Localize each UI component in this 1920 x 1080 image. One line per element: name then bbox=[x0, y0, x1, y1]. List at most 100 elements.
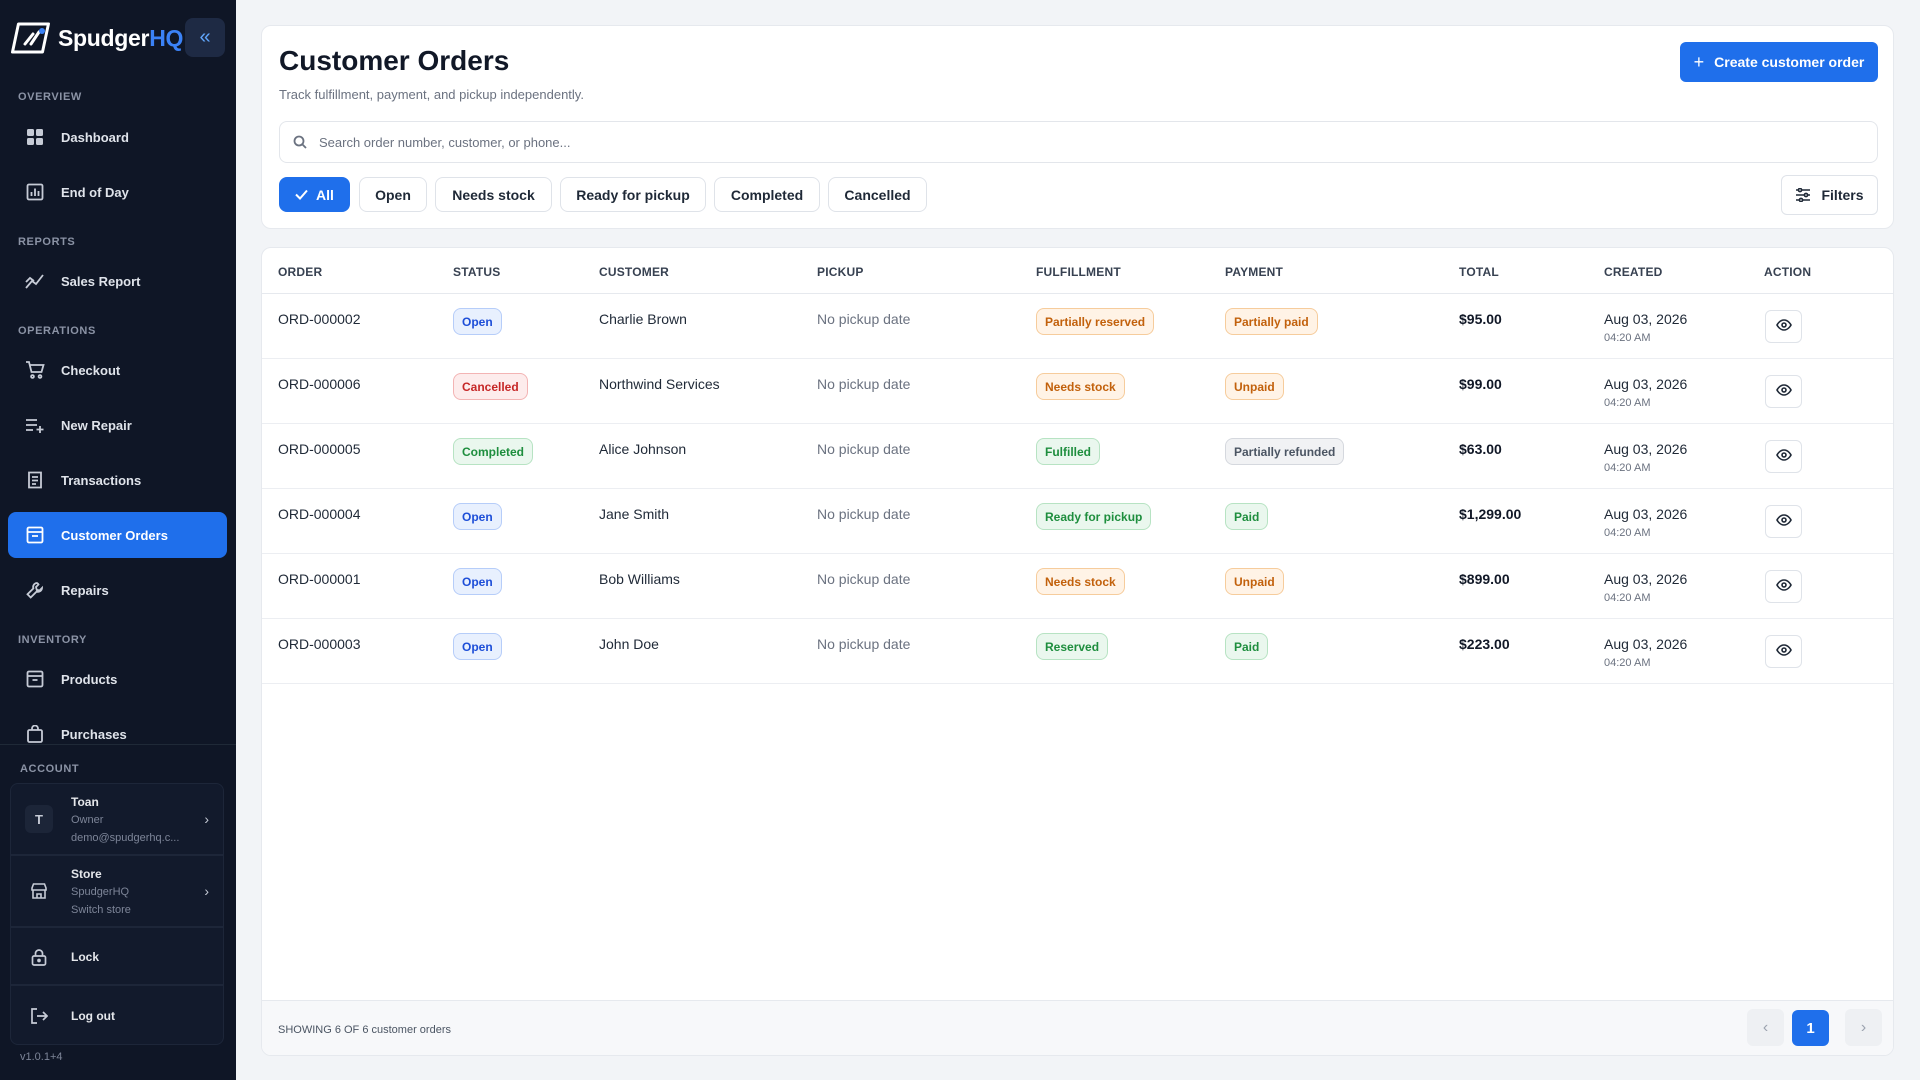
column-header-created: CREATED bbox=[1604, 265, 1663, 279]
user-role: Owner bbox=[71, 814, 104, 826]
fulfillment-badge: Fulfilled bbox=[1036, 438, 1100, 465]
eye-icon bbox=[1775, 643, 1792, 661]
pickup-date: No pickup date bbox=[817, 376, 911, 392]
customer-name: Northwind Services bbox=[599, 376, 720, 392]
chevron-right-icon: › bbox=[1860, 1018, 1867, 1036]
created-time: 04:20 AM bbox=[1604, 332, 1651, 344]
table-row[interactable]: ORD-000006 Cancelled Northwind Services … bbox=[262, 359, 1893, 424]
view-order-button[interactable] bbox=[1765, 310, 1802, 343]
list-plus-icon bbox=[24, 414, 46, 436]
order-number: ORD-000001 bbox=[278, 571, 361, 587]
filters-button[interactable]: Filters bbox=[1781, 175, 1878, 215]
sidebar-item-label: Dashboard bbox=[61, 129, 129, 145]
pickup-date: No pickup date bbox=[817, 571, 911, 587]
create-customer-order-button[interactable]: + Create customer order bbox=[1680, 42, 1878, 82]
lock-button[interactable]: Lock bbox=[10, 927, 224, 985]
lock-label: Lock bbox=[71, 950, 100, 964]
orders-header-card: Customer Orders Track fulfillment, payme… bbox=[261, 25, 1894, 229]
status-badge: Open bbox=[453, 308, 502, 335]
order-number: ORD-000003 bbox=[278, 636, 361, 652]
order-number: ORD-000005 bbox=[278, 441, 361, 457]
created-time: 04:20 AM bbox=[1604, 462, 1651, 474]
view-order-button[interactable] bbox=[1765, 375, 1802, 408]
search-box[interactable] bbox=[279, 121, 1878, 163]
sidebar-item-new-repair[interactable]: New Repair bbox=[8, 402, 227, 448]
bag-icon bbox=[24, 723, 46, 745]
user-card[interactable]: T Toan Owner demo@spudgerhq.c... › bbox=[10, 783, 224, 855]
table-row[interactable]: ORD-000003 Open John Doe No pickup date … bbox=[262, 619, 1893, 684]
table-row[interactable]: ORD-000004 Open Jane Smith No pickup dat… bbox=[262, 489, 1893, 554]
eye-icon bbox=[1775, 318, 1792, 336]
switch-store-label: Switch store bbox=[71, 904, 131, 916]
table-row[interactable]: ORD-000002 Open Charlie Brown No pickup … bbox=[262, 294, 1893, 359]
sidebar-item-end-of-day[interactable]: End of Day bbox=[8, 169, 227, 215]
status-badge: Open bbox=[453, 633, 502, 660]
view-order-button[interactable] bbox=[1765, 440, 1802, 473]
sidebar-item-sales-report[interactable]: Sales Report bbox=[8, 258, 227, 304]
next-page-button[interactable]: › bbox=[1845, 1009, 1882, 1046]
sidebar-item-checkout[interactable]: Checkout bbox=[8, 347, 227, 393]
fulfillment-badge: Reserved bbox=[1036, 633, 1109, 660]
sidebar-item-customer-orders[interactable]: Customer Orders bbox=[8, 512, 227, 558]
view-order-button[interactable] bbox=[1765, 505, 1802, 538]
filters-label: Filters bbox=[1821, 187, 1864, 203]
logout-button[interactable]: Log out bbox=[10, 985, 224, 1045]
filter-chip-open[interactable]: Open bbox=[359, 177, 427, 212]
lock-icon bbox=[25, 943, 53, 971]
sidebar-item-products[interactable]: Products bbox=[8, 656, 227, 702]
table-header: ORDER STATUS CUSTOMER PICKUP FULFILLMENT… bbox=[262, 248, 1893, 294]
brand[interactable]: SpudgerHQ bbox=[10, 18, 183, 58]
customer-name: John Doe bbox=[599, 636, 659, 652]
sidebar-item-label: Transactions bbox=[61, 472, 142, 488]
view-order-button[interactable] bbox=[1765, 570, 1802, 603]
store-card[interactable]: Store SpudgerHQ Switch store › bbox=[10, 855, 224, 927]
created-date: Aug 03, 2026 bbox=[1604, 441, 1688, 457]
customer-name: Jane Smith bbox=[599, 506, 670, 522]
created-date: Aug 03, 2026 bbox=[1604, 311, 1688, 327]
fulfillment-badge: Ready for pickup bbox=[1036, 503, 1152, 530]
pagination-summary: SHOWING 6 OF 6 customer orders bbox=[278, 1024, 451, 1036]
fulfillment-badge: Needs stock bbox=[1036, 568, 1125, 595]
chip-label: Cancelled bbox=[844, 186, 911, 203]
filter-chip-cancelled[interactable]: Cancelled bbox=[828, 177, 927, 212]
pickup-date: No pickup date bbox=[817, 506, 911, 522]
view-order-button[interactable] bbox=[1765, 635, 1802, 668]
cart-icon bbox=[24, 359, 46, 381]
order-total: $95.00 bbox=[1459, 311, 1502, 327]
logout-icon bbox=[25, 1002, 53, 1030]
search-input[interactable] bbox=[319, 134, 1819, 150]
filter-chip-all[interactable]: All bbox=[279, 177, 350, 212]
filter-chip-needs-stock[interactable]: Needs stock bbox=[435, 177, 552, 212]
chip-label: Completed bbox=[730, 186, 804, 203]
order-total: $99.00 bbox=[1459, 376, 1502, 392]
table-row[interactable]: ORD-000005 Completed Alice Johnson No pi… bbox=[262, 424, 1893, 489]
created-time: 04:20 AM bbox=[1604, 657, 1651, 669]
sidebar-item-purchases[interactable]: Purchases bbox=[8, 711, 227, 757]
store-title: Store bbox=[71, 867, 102, 881]
pickup-date: No pickup date bbox=[817, 636, 911, 652]
receipt-icon bbox=[24, 469, 46, 491]
sidebar-item-label: Repairs bbox=[61, 582, 109, 598]
column-header-status: STATUS bbox=[453, 265, 501, 279]
collapse-sidebar-button[interactable]: « bbox=[185, 18, 225, 57]
status-badge: Open bbox=[453, 503, 502, 530]
sidebar-item-repairs[interactable]: Repairs bbox=[8, 567, 227, 613]
orders-table: ORDER STATUS CUSTOMER PICKUP FULFILLMENT… bbox=[261, 247, 1894, 1056]
box-icon bbox=[24, 668, 46, 690]
sidebar-item-label: New Repair bbox=[61, 417, 132, 433]
sidebar-item-dashboard[interactable]: Dashboard bbox=[8, 114, 227, 160]
dashboard-icon bbox=[24, 126, 46, 148]
table-row[interactable]: ORD-000001 Open Bob Williams No pickup d… bbox=[262, 554, 1893, 619]
created-date: Aug 03, 2026 bbox=[1604, 571, 1688, 587]
sidebar-item-transactions[interactable]: Transactions bbox=[8, 457, 227, 503]
chip-label: Ready for pickup bbox=[576, 186, 690, 203]
filter-chip-completed[interactable]: Completed bbox=[714, 177, 820, 212]
created-date: Aug 03, 2026 bbox=[1604, 636, 1688, 652]
previous-page-button[interactable]: ‹ bbox=[1747, 1009, 1784, 1046]
status-badge: Cancelled bbox=[453, 373, 528, 400]
user-email: demo@spudgerhq.c... bbox=[71, 832, 180, 844]
filter-chip-ready-for-pickup[interactable]: Ready for pickup bbox=[560, 177, 706, 212]
page-number-button[interactable]: 1 bbox=[1792, 1010, 1829, 1046]
logout-label: Log out bbox=[71, 1009, 115, 1023]
plus-icon: + bbox=[1693, 51, 1705, 72]
